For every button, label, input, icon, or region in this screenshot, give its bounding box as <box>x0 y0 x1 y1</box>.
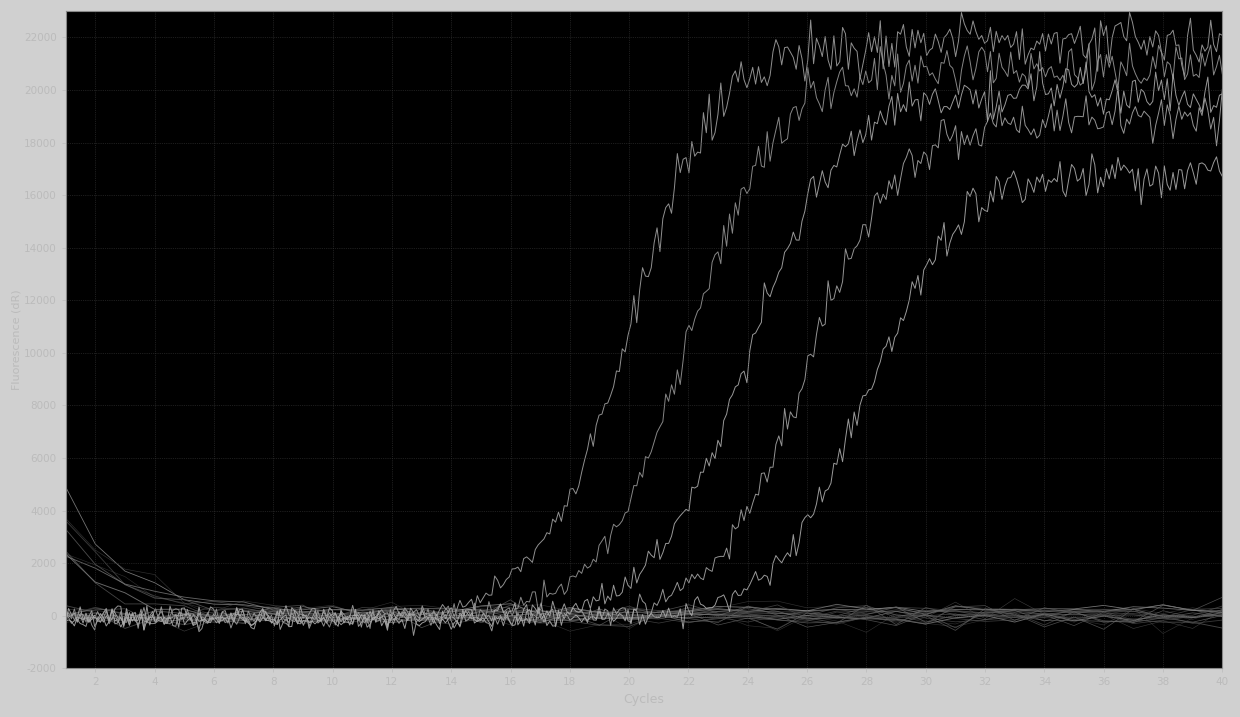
X-axis label: Cycles: Cycles <box>624 693 665 706</box>
Y-axis label: Fluorescence (dR): Fluorescence (dR) <box>11 290 21 390</box>
